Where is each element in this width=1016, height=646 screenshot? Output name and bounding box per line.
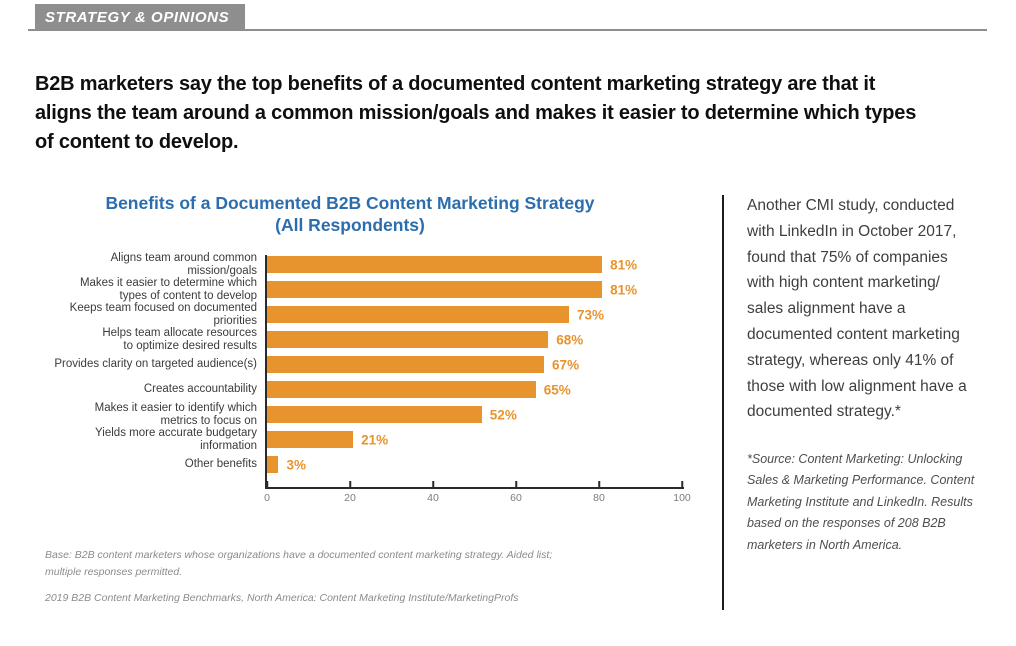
- bar-value-label: 52%: [489, 407, 517, 422]
- bar-track: 21%: [266, 431, 681, 448]
- sidebar-divider: [722, 195, 724, 610]
- x-axis-tick-mark: [515, 481, 517, 487]
- x-axis-tick-label: 100: [673, 492, 691, 504]
- chart-row: Provides clarity on targeted audience(s)…: [45, 352, 687, 377]
- bar-category-label: Aligns team around common mission/goals: [110, 251, 257, 277]
- bar-track: 81%: [266, 256, 681, 273]
- x-axis-tick-label: 80: [593, 492, 605, 504]
- bar-chart: Aligns team around common mission/goals 8…: [45, 252, 691, 512]
- page-headline: B2B marketers say the top benefits of a …: [35, 73, 917, 153]
- bar-track: 3%: [266, 456, 681, 473]
- x-axis-tick-label: 60: [510, 492, 522, 504]
- bar-category-label: Creates accountability: [143, 383, 257, 395]
- bar-category-label: Makes it easier to determine which types…: [79, 276, 257, 302]
- bar: [266, 431, 354, 448]
- section-kicker-badge: STRATEGY & OPINIONS: [35, 4, 246, 31]
- x-axis-tick-mark: [681, 481, 683, 487]
- chart-row: Other benefits 3%: [45, 452, 687, 477]
- bar: [266, 456, 279, 473]
- chart-row: Makes it easier to determine which types…: [45, 277, 687, 302]
- bar: [266, 356, 545, 373]
- bar: [266, 406, 482, 423]
- bar: [266, 306, 569, 323]
- bar-track: 65%: [266, 381, 681, 398]
- bar-value-label: 81%: [610, 282, 638, 297]
- x-axis-tick-mark: [266, 481, 268, 487]
- bar-value-label: 68%: [556, 332, 584, 347]
- chart-title-line2: (All Respondents): [275, 215, 425, 235]
- bar-category-label: Yields more accurate budgetary informati…: [95, 426, 257, 452]
- x-axis-tick-label: 20: [344, 492, 356, 504]
- sidebar-footnote: *Source: Content Marketing: Unlocking Sa…: [747, 452, 975, 552]
- chart-title: Benefits of a Documented B2B Content Mar…: [30, 192, 670, 236]
- chart-base-note: Base: B2B content marketers whose organi…: [45, 549, 553, 578]
- bar-track: 67%: [266, 356, 681, 373]
- sidebar-paragraph: Another CMI study, conducted with Linked…: [747, 197, 967, 421]
- x-axis: 0 20 40 60 80 100: [264, 481, 691, 509]
- bar: [266, 331, 549, 348]
- x-axis-tick-label: 40: [427, 492, 439, 504]
- x-axis-tick-mark: [432, 481, 434, 487]
- chart-row: Helps team allocate resources to optimiz…: [45, 327, 687, 352]
- chart-row: Aligns team around common mission/goals 8…: [45, 252, 687, 277]
- x-axis-tick-label: 0: [264, 492, 270, 504]
- bar-track: 81%: [266, 281, 681, 298]
- chart-source-note: 2019 B2B Content Marketing Benchmarks, N…: [45, 592, 519, 604]
- bar-category-label: Helps team allocate resources to optimiz…: [102, 326, 257, 352]
- chart-row: Creates accountability 65%: [45, 377, 687, 402]
- bar-value-label: 73%: [576, 307, 604, 322]
- chart-row: Makes it easier to identify which metric…: [45, 402, 687, 427]
- bar-value-label: 21%: [361, 432, 389, 447]
- bar-category-label: Makes it easier to identify which metric…: [94, 401, 257, 427]
- bar-track: 73%: [266, 306, 681, 323]
- header-rule: [28, 29, 987, 31]
- bar-value-label: 65%: [543, 382, 571, 397]
- bar: [266, 381, 536, 398]
- chart-rows: Aligns team around common mission/goals 8…: [45, 252, 687, 477]
- chart-row: Yields more accurate budgetary informati…: [45, 427, 687, 452]
- section-kicker-label: STRATEGY & OPINIONS: [45, 9, 230, 26]
- chart-title-line1: Benefits of a Documented B2B Content Mar…: [105, 193, 595, 213]
- y-axis-line: [265, 255, 267, 487]
- bar-value-label: 81%: [610, 257, 638, 272]
- x-axis-line: [265, 487, 684, 489]
- bar-value-label: 67%: [552, 357, 580, 372]
- bar-track: 68%: [266, 331, 681, 348]
- x-axis-tick-mark: [349, 481, 351, 487]
- bar-category-label: Provides clarity on targeted audience(s): [54, 358, 257, 370]
- bar: [266, 281, 603, 298]
- chart-row: Keeps team focused on documented priorit…: [45, 302, 687, 327]
- bar: [266, 256, 603, 273]
- bar-category-label: Keeps team focused on documented priorit…: [69, 301, 257, 327]
- x-axis-tick-mark: [598, 481, 600, 487]
- bar-category-label: Other benefits: [184, 458, 257, 470]
- bar-value-label: 3%: [286, 457, 306, 472]
- bar-track: 52%: [266, 406, 681, 423]
